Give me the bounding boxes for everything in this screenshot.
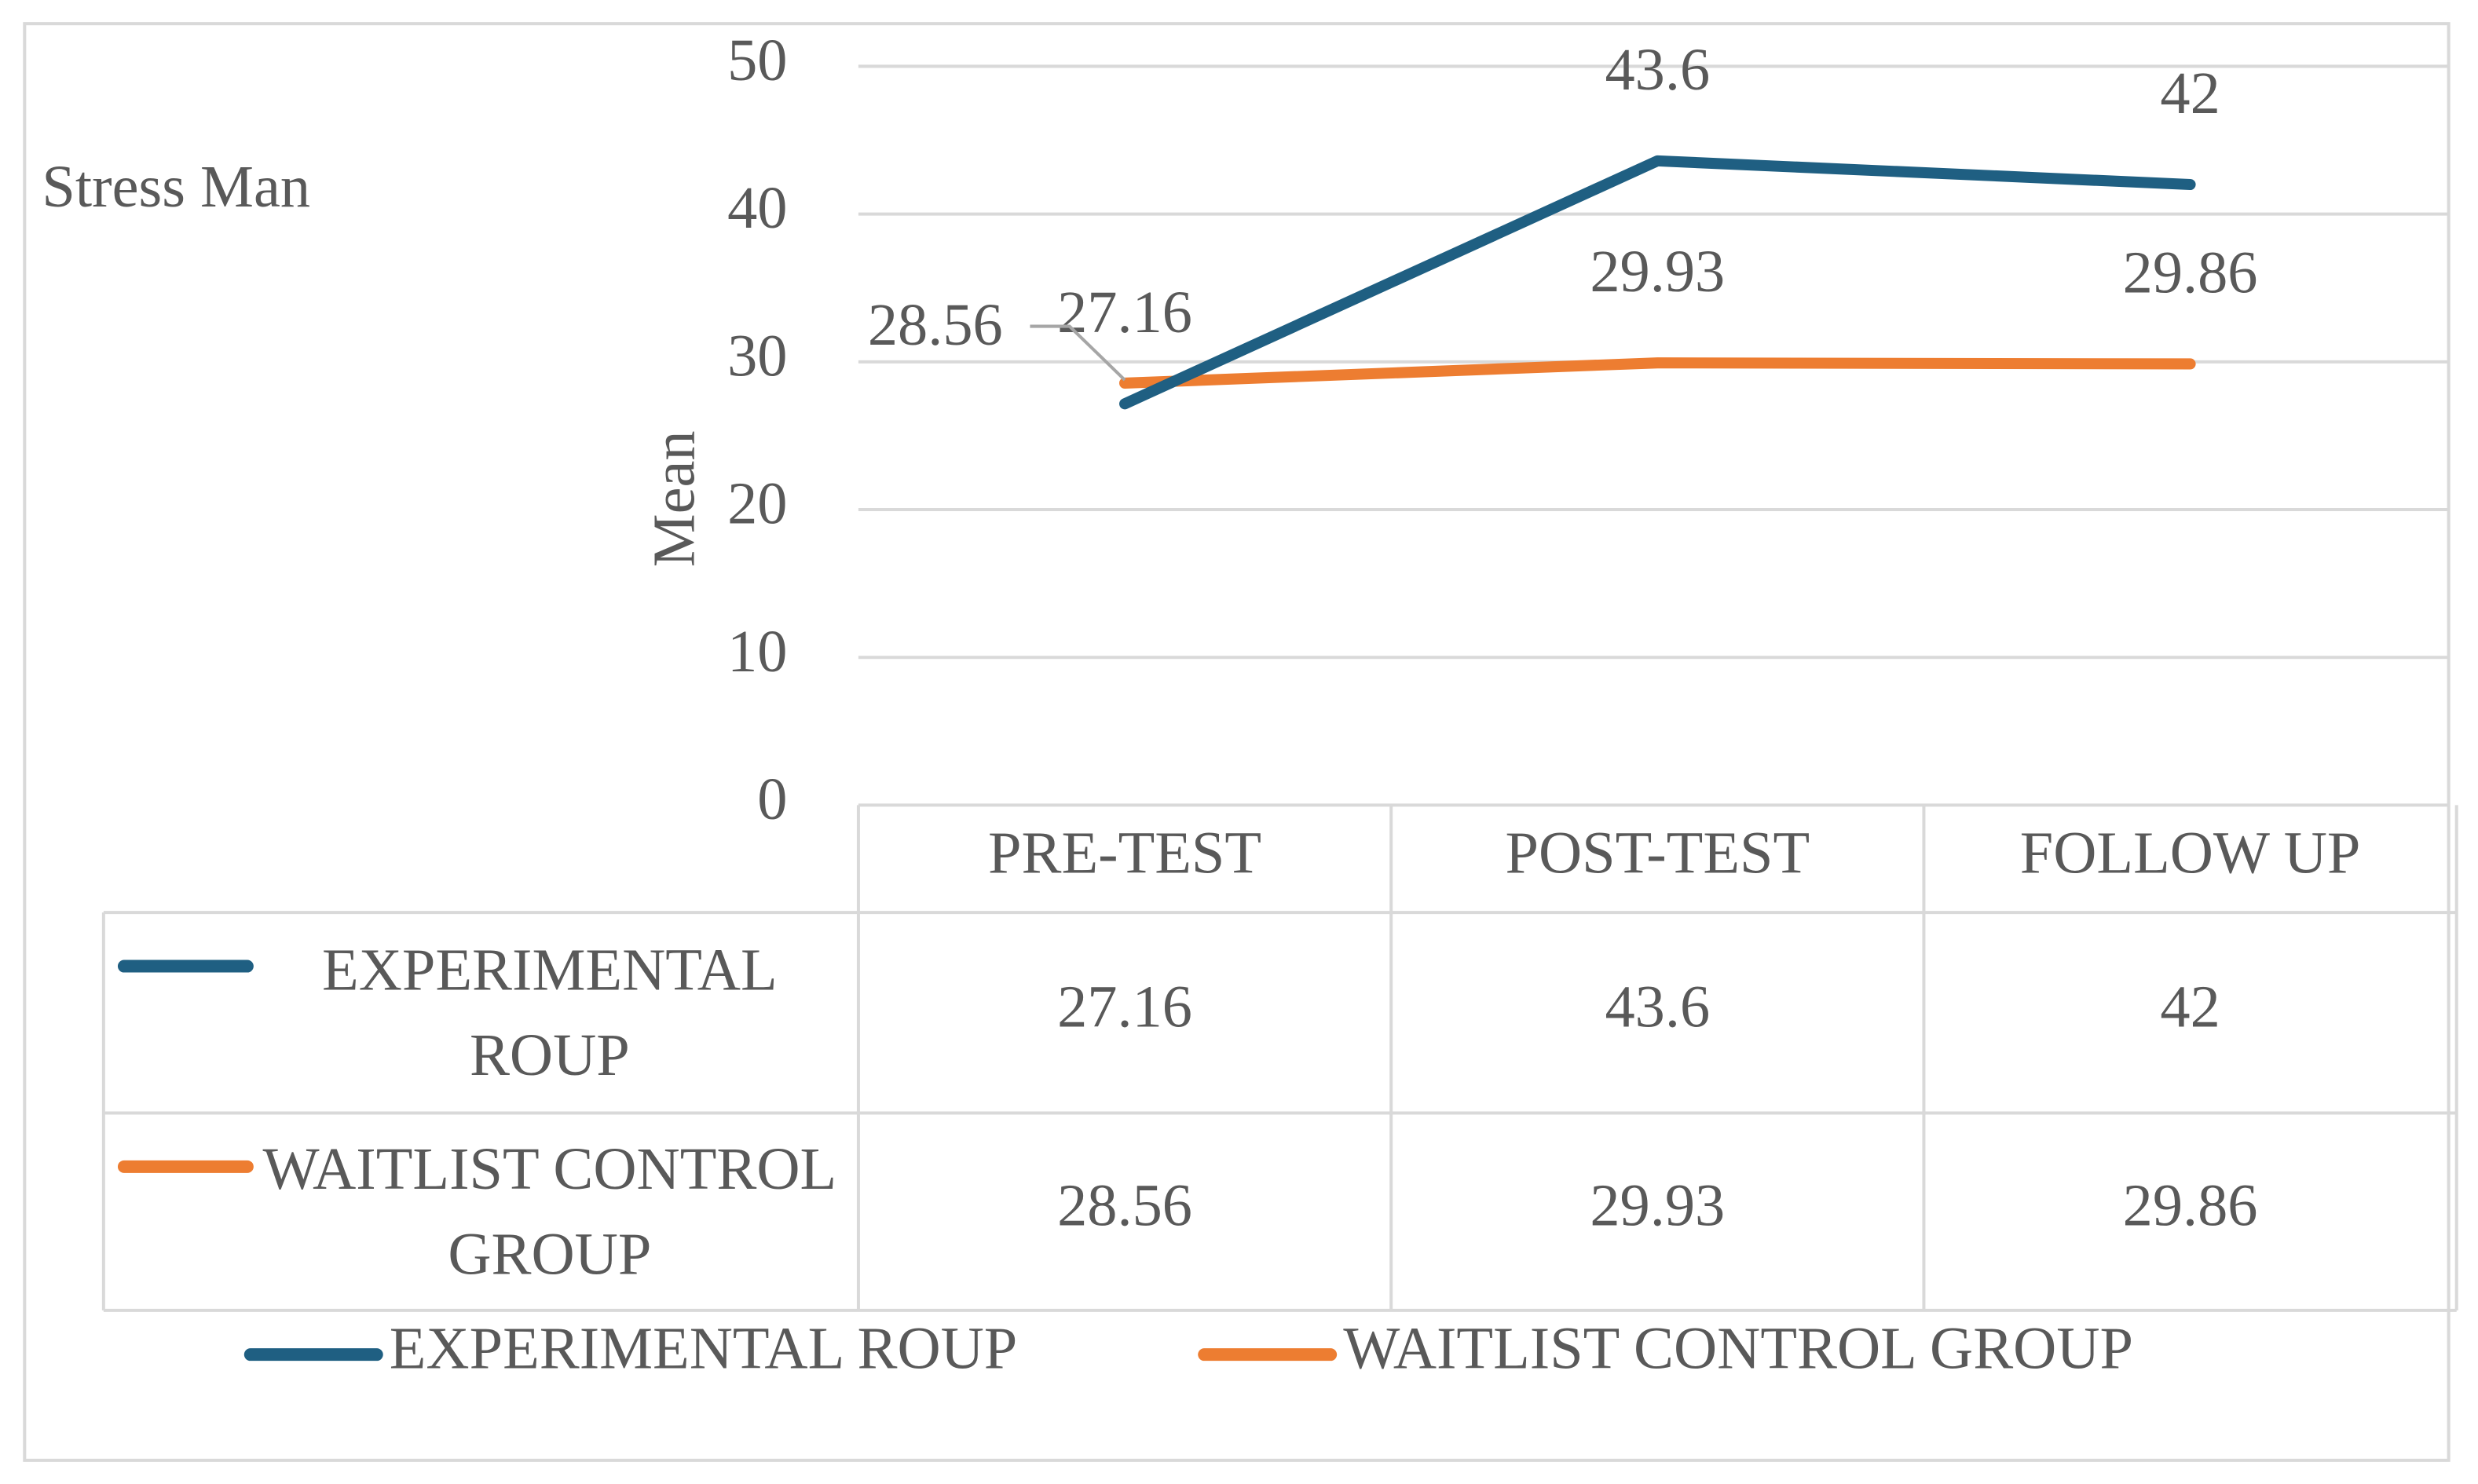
data-label: 28.56: [868, 291, 1003, 358]
table-series-name-box: WAITLIST CONTROL GROUP: [262, 1135, 837, 1288]
legend-label: WAITLIST CONTROL GROUP: [1343, 1315, 2133, 1382]
table-value: 29.86: [2123, 1172, 2258, 1239]
x-tick-label: PRE-TEST: [988, 819, 1261, 886]
y-tick-label: 50: [727, 27, 787, 93]
series-line: [1119, 357, 2196, 389]
y-tick-label: 20: [727, 470, 787, 537]
y-tick-label: 10: [727, 618, 787, 685]
y-tick-label: 40: [727, 174, 787, 241]
table-value: 43.6: [1605, 973, 1710, 1040]
y-axis-label: Mean: [640, 430, 707, 567]
table-series-name: WAITLIST CONTROL GROUP: [262, 1135, 837, 1288]
table-value: 28.56: [1057, 1172, 1192, 1239]
x-tick-label: POST-TEST: [1505, 819, 1810, 886]
chart-border: [23, 22, 2451, 1462]
data-label: 29.86: [2123, 239, 2258, 305]
data-label: 29.93: [1590, 238, 1725, 305]
table-value: 27.16: [1057, 973, 1192, 1040]
table-value: 29.93: [1590, 1172, 1725, 1239]
y-tick-label: 30: [727, 322, 787, 389]
chart-title: Stress Man: [42, 153, 310, 220]
legend-label: EXPERIMENTAL ROUP: [390, 1315, 1018, 1382]
data-label: 42: [2160, 60, 2220, 126]
table-value: 42: [2160, 973, 2220, 1040]
table-series-name: EXPERIMENTAL ROUP: [322, 937, 778, 1089]
y-tick-label: 0: [757, 766, 787, 832]
x-tick-label: FOLLOW UP: [2020, 819, 2361, 886]
table-series-name-box: EXPERIMENTAL ROUP: [322, 937, 778, 1089]
leader-line: [1030, 324, 1126, 382]
series-line: [1119, 155, 2196, 410]
data-label: 43.6: [1605, 36, 1710, 103]
